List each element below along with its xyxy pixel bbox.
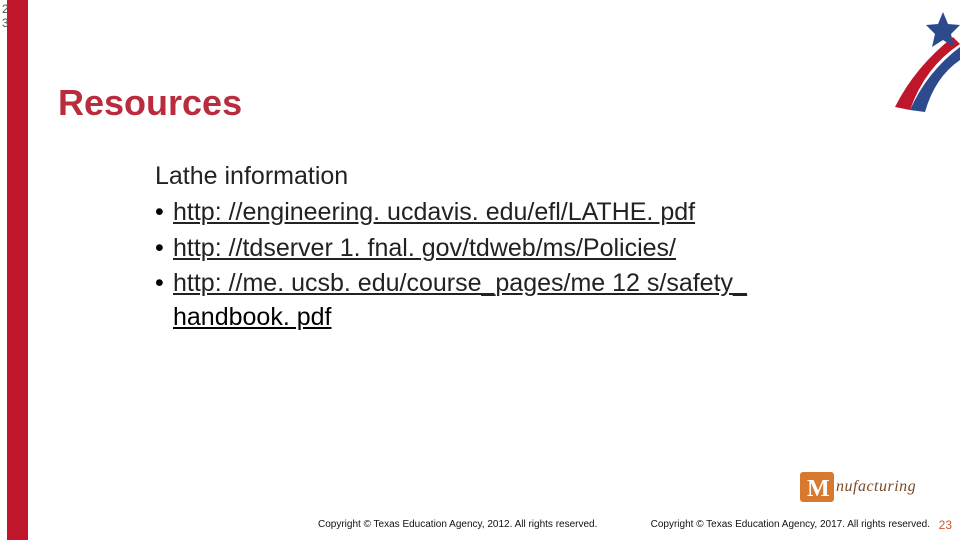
corner-num-top: 2 [2, 2, 9, 16]
manufacturing-logo: M nufacturing [800, 466, 930, 508]
corner-num-bottom: 3 [2, 16, 9, 30]
link-3b[interactable]: handbook. pdf [173, 301, 895, 335]
bullet-1: •http: //engineering. ucdavis. edu/efl/L… [155, 196, 895, 230]
bullet-3: •http: //me. ucsb. edu/course_pages/me 1… [155, 267, 895, 301]
copyright-2012: Copyright © Texas Education Agency, 2012… [318, 519, 597, 530]
link-1[interactable]: http: //engineering. ucdavis. edu/efl/LA… [173, 198, 695, 226]
content-heading: Lathe information [155, 160, 895, 194]
bullet-2: •http: //tdserver 1. fnal. gov/tdweb/ms/… [155, 232, 895, 266]
link-3a[interactable]: http: //me. ucsb. edu/course_pages/me 12… [173, 269, 747, 297]
left-red-bar [7, 0, 28, 540]
slide-title: Resources [58, 82, 242, 124]
page-number: 23 [939, 518, 952, 532]
content-block: Lathe information •http: //engineering. … [155, 160, 895, 335]
star-swoosh-logo [875, 12, 960, 112]
copyright-2017: Copyright © Texas Education Agency, 2017… [651, 519, 930, 530]
mlogo-text: nufacturing [836, 478, 916, 496]
mlogo-m-icon: M [807, 476, 830, 502]
link-2[interactable]: http: //tdserver 1. fnal. gov/tdweb/ms/P… [173, 234, 676, 262]
